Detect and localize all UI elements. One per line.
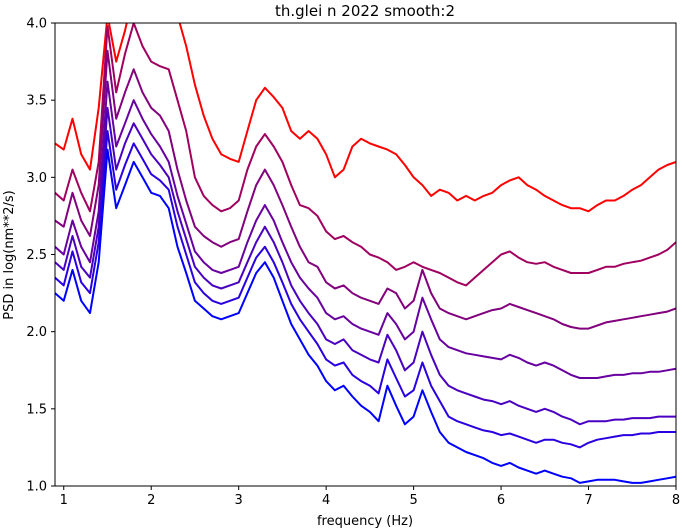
psd-series-line-5 — [55, 106, 676, 426]
x-tick-label: 5 — [409, 493, 417, 508]
y-tick-label: 1.0 — [26, 480, 47, 495]
axes: 1 2 3 4 5 6 7 8 1.0 1.5 2.0 2.5 3.0 3.5 4.0 — [26, 17, 680, 509]
plot-frame — [54, 22, 677, 487]
y-tick-label: 4.0 — [26, 17, 47, 32]
x-tick-label: 2 — [147, 493, 155, 508]
psd-series-line-6 — [55, 130, 676, 449]
y-tick-label: 3.0 — [26, 171, 47, 186]
x-tick-label: 6 — [497, 493, 505, 508]
x-axis-label: frequency (Hz) — [317, 514, 413, 529]
x-tick-label: 3 — [235, 493, 243, 508]
plot-area — [55, 23, 676, 484]
psd-series-line-2 — [55, 23, 676, 287]
y-tick-label: 2.5 — [26, 248, 47, 263]
x-tick-label: 8 — [672, 493, 680, 508]
chart-title: th.glei n 2022 smooth:2 — [275, 2, 455, 20]
y-tick-label: 1.5 — [26, 402, 47, 417]
x-tick-label: 1 — [60, 493, 68, 508]
y-tick-label: 3.5 — [26, 94, 47, 109]
psd-series-line-4 — [55, 80, 676, 379]
y-tick-label: 2.0 — [26, 325, 47, 340]
y-axis-label: PSD in log(nm**2/s) — [2, 190, 17, 320]
psd-series-line-1 — [55, 23, 676, 213]
x-tick-label: 7 — [584, 493, 592, 508]
psd-series-line-7 — [55, 148, 676, 484]
psd-series-line-3 — [55, 49, 676, 330]
x-tick-label: 4 — [322, 493, 330, 508]
